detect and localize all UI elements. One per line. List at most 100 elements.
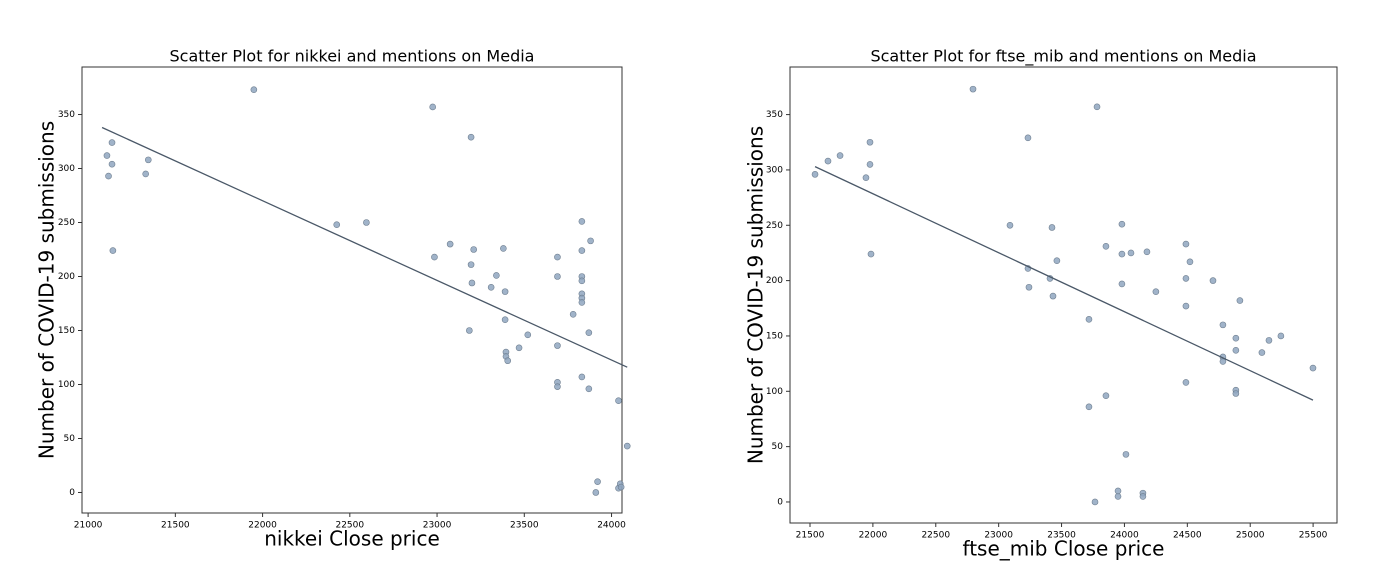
y-tick-label: 150 (58, 326, 75, 336)
point (824, 157, 832, 165)
point (500, 245, 507, 252)
point (1182, 302, 1190, 310)
point (1127, 249, 1135, 257)
x-tick-label: 24500 (1173, 531, 1202, 541)
point (1114, 493, 1122, 500)
point (554, 383, 561, 390)
point (467, 133, 475, 141)
point (623, 442, 631, 450)
point (1049, 292, 1057, 300)
point (1091, 498, 1099, 506)
y-axis-label: Number of COVID-19 submissions (744, 126, 768, 464)
point (569, 310, 577, 318)
x-axis-label: ftse_mib Close price (963, 537, 1165, 561)
point (1182, 275, 1190, 282)
x-axis-label: nikkei Close price (264, 527, 440, 551)
x-tick-label: 23500 (1047, 531, 1076, 541)
x-tick-label: 21000 (74, 521, 103, 531)
point (501, 288, 509, 295)
point (866, 138, 874, 146)
y-tick-label: 350 (58, 110, 75, 120)
y-tick-label: 300 (766, 165, 783, 175)
point (578, 218, 586, 225)
y-axis-label: Number of COVID-19 submissions (35, 121, 59, 459)
point (467, 261, 475, 268)
point (1232, 347, 1240, 354)
y-tick-label: 250 (58, 218, 75, 228)
point (105, 172, 112, 180)
y-tick-label: 150 (766, 331, 783, 341)
point (1048, 224, 1056, 231)
point (578, 277, 586, 285)
point (1186, 258, 1194, 266)
x-tick-label: 25000 (1236, 531, 1265, 541)
chart-title: Scatter Plot for nikkei and mentions on … (170, 47, 535, 66)
point (1232, 390, 1240, 397)
point (1236, 297, 1244, 304)
point (866, 161, 874, 168)
point (1143, 248, 1151, 256)
point (1122, 451, 1130, 458)
y-tick-label: 100 (58, 380, 75, 390)
point (1024, 134, 1032, 142)
point (108, 139, 116, 146)
point (578, 247, 586, 254)
point (585, 329, 593, 336)
trend-line (814, 166, 1314, 401)
x-tick-label: 24000 (597, 521, 626, 531)
y-tick-label: 300 (58, 164, 75, 174)
point (1118, 280, 1126, 288)
point (333, 221, 341, 228)
point (1139, 493, 1147, 500)
point (431, 253, 438, 261)
x-tick-label: 22000 (248, 521, 277, 531)
x-tick-label: 22500 (335, 521, 364, 531)
point (109, 247, 117, 254)
y-tick-label: 200 (58, 272, 75, 282)
point (1219, 321, 1227, 329)
point (585, 385, 593, 393)
point (493, 272, 500, 279)
point (1085, 403, 1093, 411)
point (1102, 243, 1110, 250)
point (1258, 349, 1266, 356)
point (1309, 364, 1317, 372)
point (592, 489, 600, 496)
point (142, 170, 149, 178)
point (969, 85, 977, 93)
point (862, 174, 870, 181)
plot-area (81, 66, 623, 514)
point (468, 279, 476, 287)
point (867, 250, 875, 258)
point (515, 344, 523, 352)
point (145, 156, 152, 164)
point (524, 331, 532, 339)
x-tick-label: 23500 (510, 521, 539, 531)
point (1152, 288, 1160, 295)
y-tick-label: 50 (64, 434, 76, 444)
point (250, 86, 258, 93)
point (1182, 240, 1190, 248)
point (1118, 250, 1126, 258)
point (446, 240, 454, 248)
x-tick-label: 23000 (423, 521, 452, 531)
y-tick-label: 0 (69, 488, 75, 498)
point (554, 253, 561, 261)
point (108, 160, 116, 168)
point (429, 103, 436, 111)
chart-title: Scatter Plot for ftse_mib and mentions o… (870, 47, 1256, 67)
point (615, 397, 622, 404)
point (470, 246, 477, 253)
y-tick-label: 350 (766, 110, 783, 120)
trend-line (101, 126, 628, 368)
x-tick-label: 25500 (1299, 531, 1328, 541)
point (554, 342, 561, 349)
point (1085, 316, 1093, 323)
point (1277, 332, 1285, 340)
point (1232, 334, 1240, 342)
point (363, 219, 370, 226)
plot-area (789, 66, 1338, 524)
point (504, 357, 512, 365)
point (554, 273, 561, 280)
